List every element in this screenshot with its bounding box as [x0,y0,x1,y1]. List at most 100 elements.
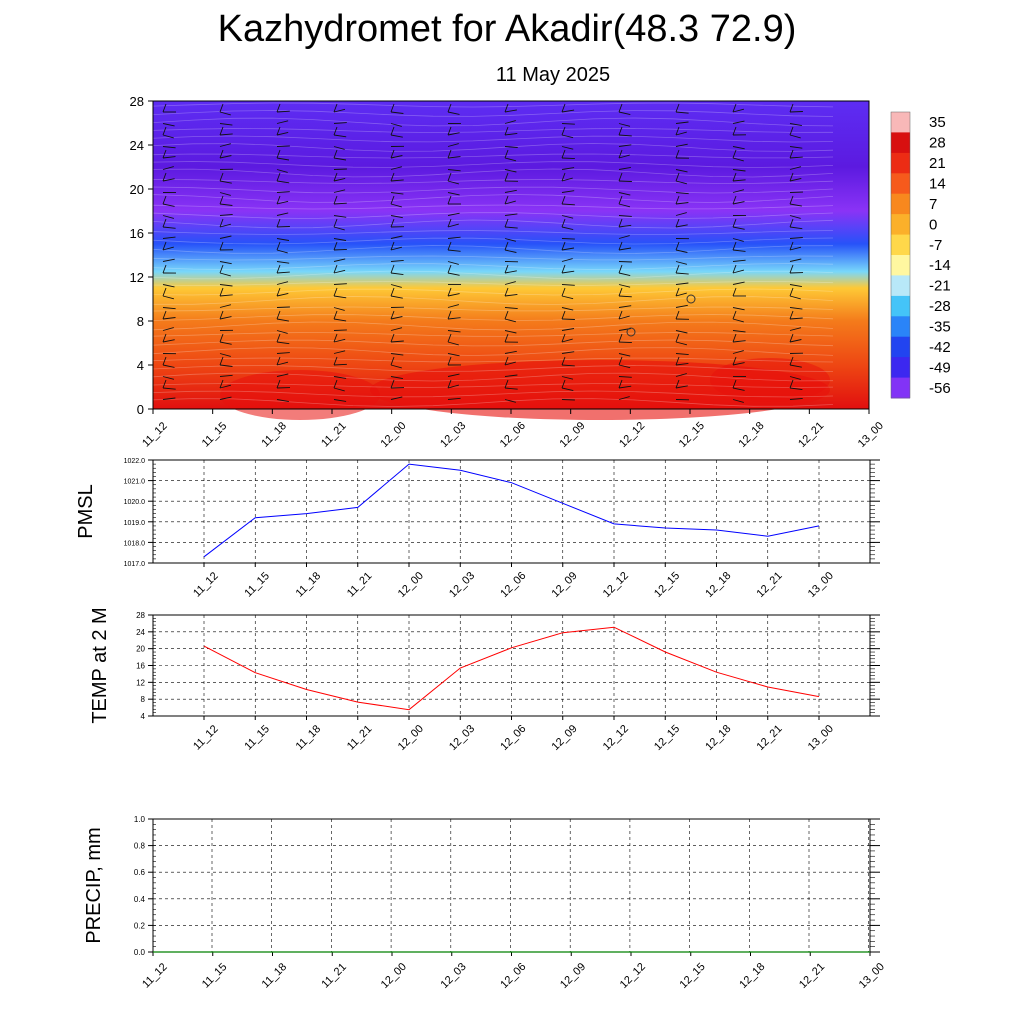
wind-barb [732,307,745,311]
wind-barb [219,213,233,216]
wind-barb [618,333,623,343]
wind-barb [333,157,347,161]
wind-barb [675,202,689,205]
grid [153,819,870,952]
wind-barb [276,126,281,136]
wind-barb [732,399,744,403]
wind-barb [390,284,402,288]
wind-barb [333,149,338,159]
wind-barb [504,226,518,229]
wind-barb [675,195,680,205]
plot-frame [152,459,871,564]
wind-barb [789,156,803,159]
wind-barb [447,180,460,185]
x-tick-label: 12_21 [796,420,826,450]
wind-barb [618,224,632,228]
wind-barb [276,306,290,308]
x-tick-label: 12_03 [439,961,469,991]
x-tick-label: 12_21 [797,961,827,991]
wind-barb [618,203,631,208]
x-tick-label: 12_00 [379,961,409,991]
wind-barb [333,356,338,366]
wind-barb [618,180,632,182]
wind-barb [447,249,461,252]
wind-barb [390,246,403,251]
y-tick-label: 0 [137,402,144,417]
wind-barb [219,241,224,251]
wind-barb [675,111,689,114]
wind-barb [732,218,737,228]
wind-barb [447,353,460,357]
wind-barb [789,103,794,113]
wind-barb [162,218,167,228]
wind-barb [333,264,338,274]
wind-barb [675,121,689,124]
wind-barb [276,145,290,147]
wind-barb [789,149,794,159]
isotherm-line [152,347,834,356]
wind-barb [333,387,345,392]
wind-barb [333,258,346,262]
wind-barb [789,379,794,389]
isotherm-line [152,143,834,152]
x-tick-label: 12_00 [396,723,426,753]
wind-barb [276,212,289,216]
wind-barb [789,195,794,205]
wind-barb [276,341,290,345]
wind-barb [732,195,737,205]
wind-barb [219,223,232,228]
wind-barb [618,144,632,147]
wind-barb [504,361,516,366]
colorbar-label: 7 [929,196,937,213]
wind-barb [732,126,737,136]
temp-panel: 4 8 12 16 20 24 28 11_12 11_15 11_18 11_21 12_00 12_… [89,607,880,753]
wind-barb [447,149,452,159]
x-tick-label: 12_18 [703,570,733,600]
wind-barb [219,111,231,116]
wind-barb [732,387,745,391]
wind-barb [732,189,745,193]
wind-barb [276,352,290,354]
wind-barb [789,218,794,228]
colorbar-label: -56 [929,380,951,397]
wind-barb [618,235,630,239]
y-tick-label: 1018.0 [124,540,146,547]
wind-barb [675,362,689,366]
wind-barb [504,157,517,162]
x-tick-label: 11_18 [260,961,290,991]
colorbar-label: 0 [929,216,937,233]
wind-barb [504,149,509,159]
wind-barb [447,156,461,159]
wind-barb [504,330,517,334]
wind-barb [219,310,224,320]
x-tick-label: 12_12 [601,723,631,753]
wind-barb [162,356,167,366]
wind-barb [789,126,794,136]
wind-barb [618,272,631,277]
colorbar-label: -35 [929,319,951,336]
wind-barb [561,379,566,389]
grid [153,615,870,716]
calm-circle [626,327,636,337]
wind-barb [789,177,802,182]
wind-barb [504,195,509,205]
wind-barb [276,169,288,173]
wind-barb [732,281,745,285]
wind-barb [447,272,460,276]
wind-barb [732,264,737,274]
isotherm-line [152,255,834,261]
wind-barb [162,203,175,207]
wind-barb [618,261,632,263]
x-tick-label: 12_15 [677,420,707,450]
wind-barb [333,103,338,113]
wind-barb [162,149,167,159]
colorbar-swatch [891,295,910,317]
colorbar-swatch [891,357,910,378]
wind-barb [561,195,566,205]
wind-barb [561,318,575,320]
wind-barb [732,226,745,230]
warm-core [710,358,830,402]
y-axis-label: PMSL [75,484,97,538]
x-tick-label: 12_06 [498,961,528,991]
wind-barb [390,272,404,276]
